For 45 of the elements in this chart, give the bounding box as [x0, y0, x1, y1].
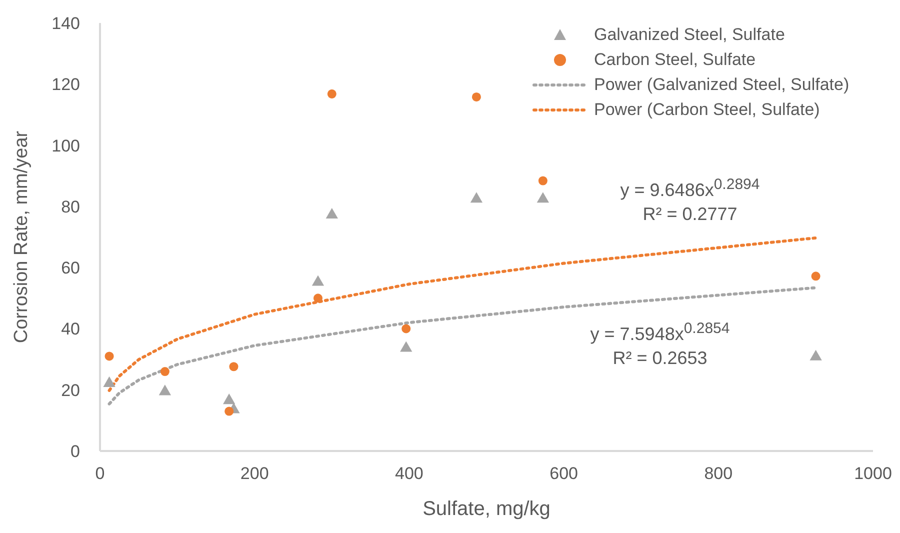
line-series [108, 236, 818, 392]
annotation: R² = 0.2653 [612, 348, 708, 368]
point [402, 324, 411, 334]
y-axis-title: Corrosion Rate, mm/year [11, 130, 33, 344]
point [104, 352, 114, 361]
y-tick-label: 0 [70, 442, 80, 462]
x-tick-label: 600 [550, 464, 578, 484]
annotation: R² = 0.2777 [642, 204, 738, 224]
x-tick-label: 800 [704, 464, 733, 484]
y-tick-label: 100 [52, 136, 80, 156]
point [810, 350, 822, 360]
point [158, 384, 172, 396]
point [160, 367, 170, 376]
point [229, 362, 238, 372]
x-tick-label: 0 [95, 464, 105, 484]
y-tick-label: 40 [61, 320, 80, 339]
y-tick-label: 140 [52, 14, 80, 34]
annotation: y = 7.5948x$^{0.2854}$ [590, 320, 730, 344]
point [224, 406, 234, 416]
annotation: y = 9.6486x$^{0.2894}$ [620, 176, 760, 200]
x-axis-title: Sulfate, mg/kg [422, 498, 550, 520]
point [400, 341, 412, 352]
line-series [108, 286, 818, 406]
legend-label: Power (Carbon Steel, Sulfate) [594, 99, 820, 121]
point [312, 275, 324, 286]
y-tick-label: 20 [61, 380, 80, 400]
point [538, 176, 548, 186]
point [472, 92, 481, 102]
y-tick-label: 80 [61, 197, 80, 216]
point [326, 208, 338, 218]
point [327, 89, 336, 98]
point [811, 272, 820, 281]
legend-label: Galvanized Steel, Sulfate [594, 24, 785, 46]
x-tick-label: 1000 [854, 464, 892, 484]
y-tick-label: 60 [61, 258, 80, 278]
point [470, 192, 483, 203]
legend-label: Power (Galvanized Steel, Sulfate) [594, 74, 850, 96]
y-tick-label: 120 [52, 75, 80, 94]
legend-label: Carbon Steel, Sulfate [594, 49, 756, 71]
point [313, 294, 322, 303]
x-tick-label: 200 [240, 464, 269, 484]
x-tick-label: 400 [395, 464, 424, 484]
point [223, 394, 236, 404]
point [536, 192, 550, 203]
point [103, 376, 116, 387]
